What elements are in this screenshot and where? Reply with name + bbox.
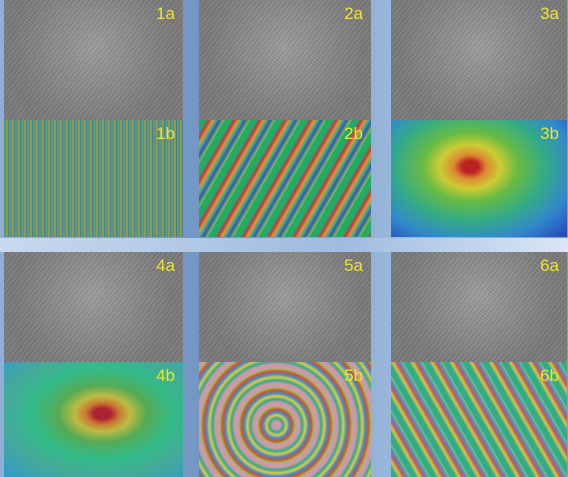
panel-label: 5a [344, 256, 363, 276]
sar-image: 2a [199, 0, 371, 120]
panel-label: 1a [156, 4, 175, 24]
panel-label: 1b [156, 124, 175, 144]
panel-label: 4b [156, 366, 175, 386]
divider [0, 238, 568, 252]
interferogram: 2b [199, 120, 371, 237]
panel-label: 4a [156, 256, 175, 276]
interferogram: 1b [4, 120, 183, 237]
panel-label: 3b [540, 124, 559, 144]
panel-label: 2b [344, 124, 363, 144]
sar-image: 4a [4, 252, 183, 362]
panel-label: 3a [540, 4, 559, 24]
panel-label: 6b [540, 366, 559, 386]
interferogram: 6b [391, 362, 567, 477]
interferogram: 3b [391, 120, 567, 237]
sar-image: 1a [4, 0, 183, 120]
panel-label: 2a [344, 4, 363, 24]
interferogram: 4b [4, 362, 183, 477]
figure: 1a 1b 2a 2b 3a 3b 4a 4b 5a 5b 6a 6b [0, 0, 568, 477]
panel-label: 5b [344, 366, 363, 386]
sar-image: 5a [199, 252, 371, 362]
sar-image: 3a [391, 0, 567, 120]
sar-image: 6a [391, 252, 567, 362]
interferogram: 5b [199, 362, 371, 477]
panel-label: 6a [540, 256, 559, 276]
